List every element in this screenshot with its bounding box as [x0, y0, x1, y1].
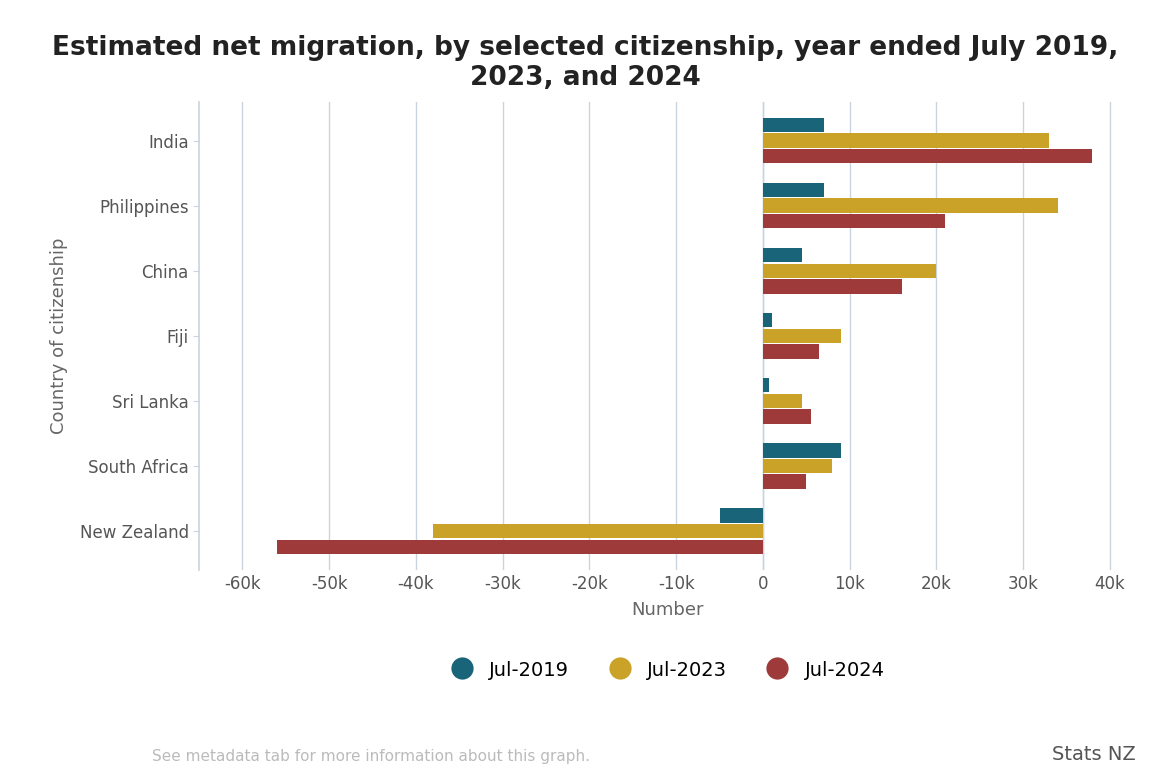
Bar — [762, 279, 902, 294]
Y-axis label: Country of citizenship: Country of citizenship — [50, 237, 68, 434]
Bar — [719, 508, 762, 522]
Bar — [762, 198, 1057, 213]
Bar — [762, 443, 841, 458]
Bar — [762, 263, 937, 278]
Bar — [762, 409, 810, 424]
Bar — [762, 394, 802, 408]
Bar — [762, 134, 1049, 148]
Bar — [762, 248, 802, 262]
Text: Estimated net migration, by selected citizenship, year ended July 2019,
2023, an: Estimated net migration, by selected cit… — [53, 35, 1118, 91]
Bar — [433, 524, 762, 538]
Text: Stats NZ: Stats NZ — [1052, 745, 1136, 764]
Bar — [762, 458, 833, 473]
Legend: Jul-2019, Jul-2023, Jul-2024: Jul-2019, Jul-2023, Jul-2024 — [450, 659, 885, 680]
X-axis label: Number: Number — [631, 601, 704, 619]
Bar — [762, 149, 1093, 163]
Bar — [762, 118, 823, 132]
Bar — [762, 474, 807, 489]
Bar — [762, 183, 823, 198]
Bar — [762, 378, 769, 393]
Text: See metadata tab for more information about this graph.: See metadata tab for more information ab… — [152, 749, 590, 764]
Bar — [762, 214, 945, 229]
Bar — [278, 540, 762, 554]
Bar — [762, 329, 841, 343]
Bar — [762, 344, 820, 358]
Bar — [762, 313, 772, 327]
